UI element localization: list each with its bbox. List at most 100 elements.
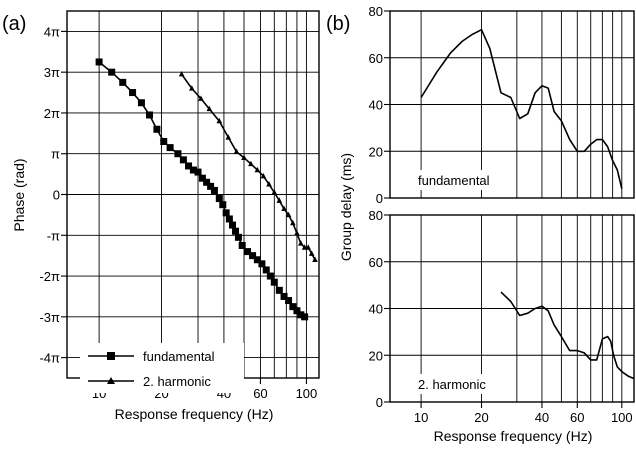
y-tick-label: 20	[369, 348, 383, 363]
data-point-square	[210, 186, 218, 194]
data-point-square	[238, 241, 246, 249]
data-point-square	[185, 162, 193, 170]
x-tick-label: 60	[253, 386, 267, 401]
data-point-square	[108, 68, 116, 76]
data-point-square	[280, 292, 288, 300]
panel-b-top: (b) 0 20 40 60 80 fundamental	[326, 4, 635, 206]
panel-b-bottom-annotation-bg	[414, 374, 510, 394]
legend-fundamental-square-icon	[107, 352, 115, 360]
data-point-square	[225, 215, 233, 223]
y-tick-label: -4π	[39, 351, 60, 366]
y-tick-label: 2π	[44, 106, 60, 121]
panel-b-top-annotation-bg	[414, 170, 510, 190]
x-tick-label: 60	[570, 410, 584, 425]
panel-b-top-grid	[390, 10, 634, 199]
y-tick-label: 40	[369, 302, 383, 317]
data-point-square	[119, 78, 127, 86]
data-point-square	[234, 233, 242, 241]
data-point-triangle	[294, 230, 300, 236]
panel-a-ylabel: Phase (rad)	[11, 158, 27, 231]
y-tick-label: 60	[369, 255, 383, 270]
data-point-square	[194, 168, 202, 176]
data-point-square	[297, 311, 305, 319]
panel-b-top-series	[420, 28, 623, 189]
y-tick-label: 0	[376, 395, 383, 410]
data-point-triangle	[241, 154, 247, 160]
data-point-triangle	[308, 250, 315, 256]
y-tick-label: 40	[369, 98, 383, 113]
data-point-square	[207, 182, 215, 190]
data-point-square	[215, 195, 223, 203]
series-line-2-harmonic	[500, 291, 635, 380]
data-point-square	[166, 144, 174, 152]
panel-b-bottom-grid	[390, 214, 634, 403]
data-point-square	[270, 278, 278, 286]
data-point-square	[293, 307, 301, 315]
data-point-square	[95, 58, 103, 66]
panel-b-label: (b)	[326, 13, 350, 35]
legend: fundamental 2. harmonic	[80, 343, 244, 393]
data-point-square	[203, 178, 211, 186]
y-tick-label: -3π	[39, 310, 60, 325]
panel-b-xlabel: Response frequency (Hz)	[434, 428, 593, 444]
x-tick-label: 20	[474, 410, 488, 425]
data-point-triangle	[248, 160, 254, 167]
y-tick-label: 0	[53, 188, 60, 203]
y-tick-label: 20	[369, 144, 383, 159]
panel-b-bottom-annotation: 2. harmonic	[418, 377, 486, 392]
data-point-square	[289, 303, 297, 311]
data-point-square	[232, 227, 240, 235]
data-point-triangle	[254, 166, 261, 173]
series-line-fundamental	[420, 28, 623, 189]
data-point-square	[219, 201, 227, 209]
data-point-triangle	[312, 256, 318, 262]
y-tick-label: 3π	[44, 65, 60, 80]
panel-b-bottom-series	[500, 291, 635, 380]
panel-a-label: (a)	[2, 13, 26, 35]
y-tick-label: 80	[369, 4, 383, 19]
series-line-fundamental	[98, 61, 305, 318]
data-point-square	[222, 209, 230, 217]
x-tick-label: 100	[296, 386, 318, 401]
panel-b-bottom: 0 20 40 60 80 10 20 40 60 100 2. harmonic Group d…	[338, 153, 635, 444]
data-point-triangle	[178, 71, 185, 77]
data-point-triangle	[276, 197, 283, 203]
data-point-square	[145, 111, 153, 119]
panel-b-ylabel: Group delay (ms)	[338, 153, 354, 261]
x-tick-label: 100	[611, 410, 633, 425]
panel-b-top-ticks: 0 20 40 60 80	[369, 4, 390, 206]
y-tick-label: 0	[376, 191, 383, 206]
y-tick-label: 80	[369, 208, 383, 223]
data-point-triangle	[281, 205, 287, 211]
data-point-triangle	[266, 181, 272, 187]
panel-b-bottom-ticks: 0 20 40 60 80 10 20 40 60 100	[369, 208, 633, 425]
data-point-square	[189, 166, 197, 174]
data-point-square	[198, 174, 206, 182]
data-point-square	[301, 313, 309, 321]
data-point-square	[244, 248, 252, 256]
data-point-square	[249, 252, 257, 260]
data-point-square	[275, 286, 283, 294]
data-point-square	[253, 256, 261, 264]
data-point-triangle	[216, 117, 223, 124]
y-tick-label: -2π	[39, 269, 60, 284]
data-point-triangle	[285, 211, 292, 218]
panel-a-xlabel: Response frequency (Hz)	[115, 406, 274, 422]
data-point-triangle	[298, 240, 304, 246]
data-point-triangle	[206, 105, 213, 112]
data-point-square	[262, 266, 270, 274]
legend-box	[80, 343, 244, 393]
panel-b-bottom-frame	[389, 214, 635, 403]
y-tick-label: -π	[47, 228, 60, 243]
data-point-square	[258, 260, 266, 268]
data-point-square	[179, 156, 187, 164]
legend-harmonic-triangle-icon	[107, 377, 115, 384]
data-point-square	[129, 89, 137, 97]
data-point-triangle	[271, 189, 278, 195]
data-point-square	[153, 125, 161, 133]
data-point-square	[174, 150, 182, 158]
panel-a-series	[95, 58, 318, 321]
x-tick-label: 10	[414, 410, 428, 425]
legend-harmonic-label: 2. harmonic	[143, 374, 211, 389]
